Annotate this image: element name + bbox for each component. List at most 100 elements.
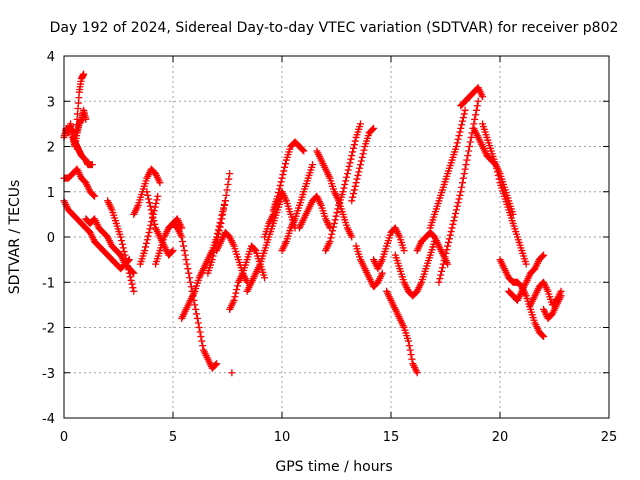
data-point: [182, 256, 190, 264]
data-point: [195, 324, 203, 331]
data-point: [223, 186, 231, 194]
data-point: [455, 195, 463, 203]
data-point: [213, 360, 221, 368]
data-point: [460, 110, 468, 118]
data-point: [279, 171, 287, 179]
data-point: [440, 257, 448, 265]
chart-title: Day 192 of 2024, Sidereal Day-to-day VTE…: [50, 20, 619, 36]
data-point: [345, 162, 353, 170]
data-point: [355, 168, 363, 176]
data-point: [330, 219, 338, 227]
data-point: [348, 197, 356, 205]
data-point: [352, 179, 360, 187]
data-point: [141, 247, 149, 255]
y-tick-label: 2: [47, 141, 55, 156]
data-point: [413, 369, 421, 377]
data-point: [281, 160, 289, 168]
data-point: [539, 252, 547, 260]
data-point: [233, 285, 241, 293]
data-point: [400, 247, 408, 255]
data-point: [326, 238, 334, 246]
data-point: [120, 247, 128, 255]
data-point: [378, 269, 386, 277]
data-point: [118, 237, 126, 245]
data-point: [328, 230, 336, 238]
data-point: [149, 214, 157, 222]
data-point: [152, 200, 160, 208]
data-point: [460, 170, 468, 178]
data-point: [346, 159, 354, 167]
data-point: [154, 192, 162, 200]
data-point: [340, 184, 348, 192]
data-point: [444, 242, 452, 250]
data-point: [329, 223, 337, 231]
data-point: [226, 170, 234, 178]
data-point: [350, 186, 358, 194]
data-point: [436, 275, 444, 283]
data-point: [168, 247, 176, 255]
data-point: [193, 314, 201, 322]
data-point: [454, 135, 462, 143]
data-point: [197, 333, 205, 341]
data-point: [123, 258, 131, 266]
data-point: [356, 164, 364, 172]
data-point: [217, 219, 225, 227]
data-point: [456, 128, 464, 136]
data-point: [493, 168, 501, 176]
data-point: [342, 177, 350, 185]
data-point: [220, 201, 228, 209]
data-point: [437, 271, 445, 279]
data-point: [457, 188, 465, 196]
data-point: [216, 223, 224, 231]
data-point: [407, 351, 415, 359]
x-tick-label: 0: [60, 430, 68, 445]
data-point: [495, 175, 503, 183]
data-point: [181, 251, 189, 259]
data-point: [472, 106, 480, 114]
data-point: [179, 238, 187, 246]
data-point: [275, 189, 283, 197]
data-point: [360, 146, 368, 154]
data-point: [281, 163, 289, 171]
data-point: [145, 199, 153, 207]
data-point: [456, 191, 464, 199]
data-point: [461, 165, 469, 173]
data-point: [196, 328, 204, 336]
data-point: [540, 251, 548, 259]
data-point: [540, 333, 548, 341]
data-point: [452, 206, 460, 214]
data-point: [441, 253, 449, 261]
data-point: [80, 70, 88, 78]
y-tick-label: 1: [47, 186, 55, 201]
x-tick-label: 10: [274, 430, 291, 445]
data-point: [221, 197, 229, 205]
data-point: [231, 293, 239, 301]
data-point: [118, 240, 126, 248]
data-point: [359, 150, 367, 158]
data-point: [358, 153, 366, 161]
data-point: [192, 305, 200, 313]
data-point: [224, 181, 232, 189]
data-point: [151, 203, 159, 211]
data-point: [130, 287, 138, 295]
tick-layer: 0 5 10 15 20 25 -4 -3 -2 -1 0 1 2 3 4: [42, 50, 617, 445]
data-point: [467, 133, 475, 141]
data-point: [276, 181, 284, 189]
data-point: [356, 161, 364, 169]
data-point: [406, 346, 414, 354]
data-point: [494, 171, 502, 179]
data-point: [331, 216, 339, 224]
data-point: [459, 179, 467, 187]
data-point: [280, 167, 288, 175]
data-point: [454, 199, 462, 207]
data-point: [466, 138, 474, 146]
data-point: [464, 152, 472, 160]
data-point: [449, 220, 457, 228]
data-point: [117, 233, 125, 241]
data-point: [452, 143, 460, 150]
data-point: [88, 161, 96, 169]
data-point: [474, 97, 482, 105]
data-point: [465, 147, 473, 155]
data-layer: [60, 70, 565, 377]
data-point: [451, 213, 459, 221]
